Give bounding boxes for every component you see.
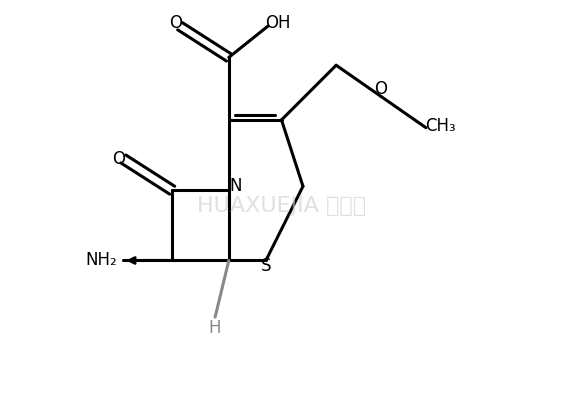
Text: S: S xyxy=(261,257,271,275)
Text: NH₂: NH₂ xyxy=(86,251,118,269)
Text: HUAXUEJIA 化学加: HUAXUEJIA 化学加 xyxy=(197,196,366,216)
Text: CH₃: CH₃ xyxy=(426,117,456,135)
Text: N: N xyxy=(230,177,242,195)
Text: H: H xyxy=(209,319,221,337)
Text: OH: OH xyxy=(265,14,291,32)
Text: O: O xyxy=(112,150,125,168)
Text: O: O xyxy=(374,80,387,99)
Text: O: O xyxy=(169,14,182,32)
